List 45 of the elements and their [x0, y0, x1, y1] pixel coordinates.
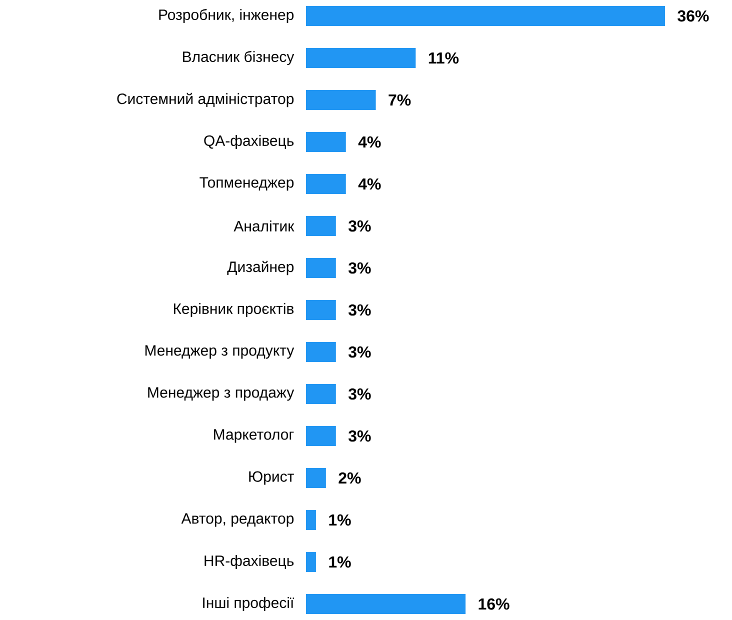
y-tick-label: Аналітик — [234, 220, 294, 232]
bar — [306, 6, 665, 26]
data-label: 4% — [358, 178, 381, 190]
y-tick-label: HR-фахівець — [204, 555, 294, 570]
bar — [306, 90, 376, 110]
y-tick-label: Автор, редактор — [181, 513, 294, 527]
y-tick-label: Інші професії — [203, 597, 294, 612]
bar — [306, 510, 316, 530]
data-label: 1% — [329, 514, 351, 526]
data-label: 3% — [348, 262, 371, 274]
bar — [306, 468, 326, 488]
y-tick-label: Маркетолог — [214, 429, 294, 443]
data-label: 4% — [358, 136, 381, 148]
data-label: 3% — [348, 304, 371, 316]
data-label: 1% — [329, 556, 351, 568]
y-tick-label: Системний адміністратор — [117, 92, 294, 108]
bar — [306, 426, 336, 446]
y-tick-label: Менеджер з продукту — [145, 345, 294, 359]
bar — [306, 552, 316, 572]
y-tick-label: Розробник, інженер — [159, 8, 294, 24]
data-label: 7% — [388, 94, 411, 106]
bar — [306, 300, 336, 320]
data-label: 16% — [478, 598, 510, 610]
bar — [306, 216, 336, 236]
bar — [306, 342, 336, 362]
y-tick-label: QA-фахівець — [204, 134, 294, 149]
y-tick-label: Менеджер з продажу — [148, 387, 294, 401]
y-tick-label: Власник бізнесу — [183, 50, 294, 66]
bar — [306, 174, 346, 194]
data-label: 3% — [348, 388, 371, 400]
y-tick-label: Дизайнер — [227, 260, 294, 276]
data-label: 2% — [338, 472, 361, 484]
bar — [306, 132, 346, 152]
bar — [306, 384, 336, 404]
data-label: 3% — [348, 220, 371, 232]
y-tick-label: Керівник проєктів — [174, 303, 294, 317]
bar — [306, 594, 466, 614]
data-label: 36% — [678, 10, 709, 22]
bar — [306, 48, 416, 68]
y-tick-label: Топменеджер — [200, 177, 294, 191]
data-label: 3% — [348, 430, 371, 442]
data-label: 11% — [428, 52, 459, 64]
data-label: 3% — [348, 346, 371, 358]
y-tick-label: Юрист — [249, 471, 294, 485]
bar — [306, 258, 336, 278]
